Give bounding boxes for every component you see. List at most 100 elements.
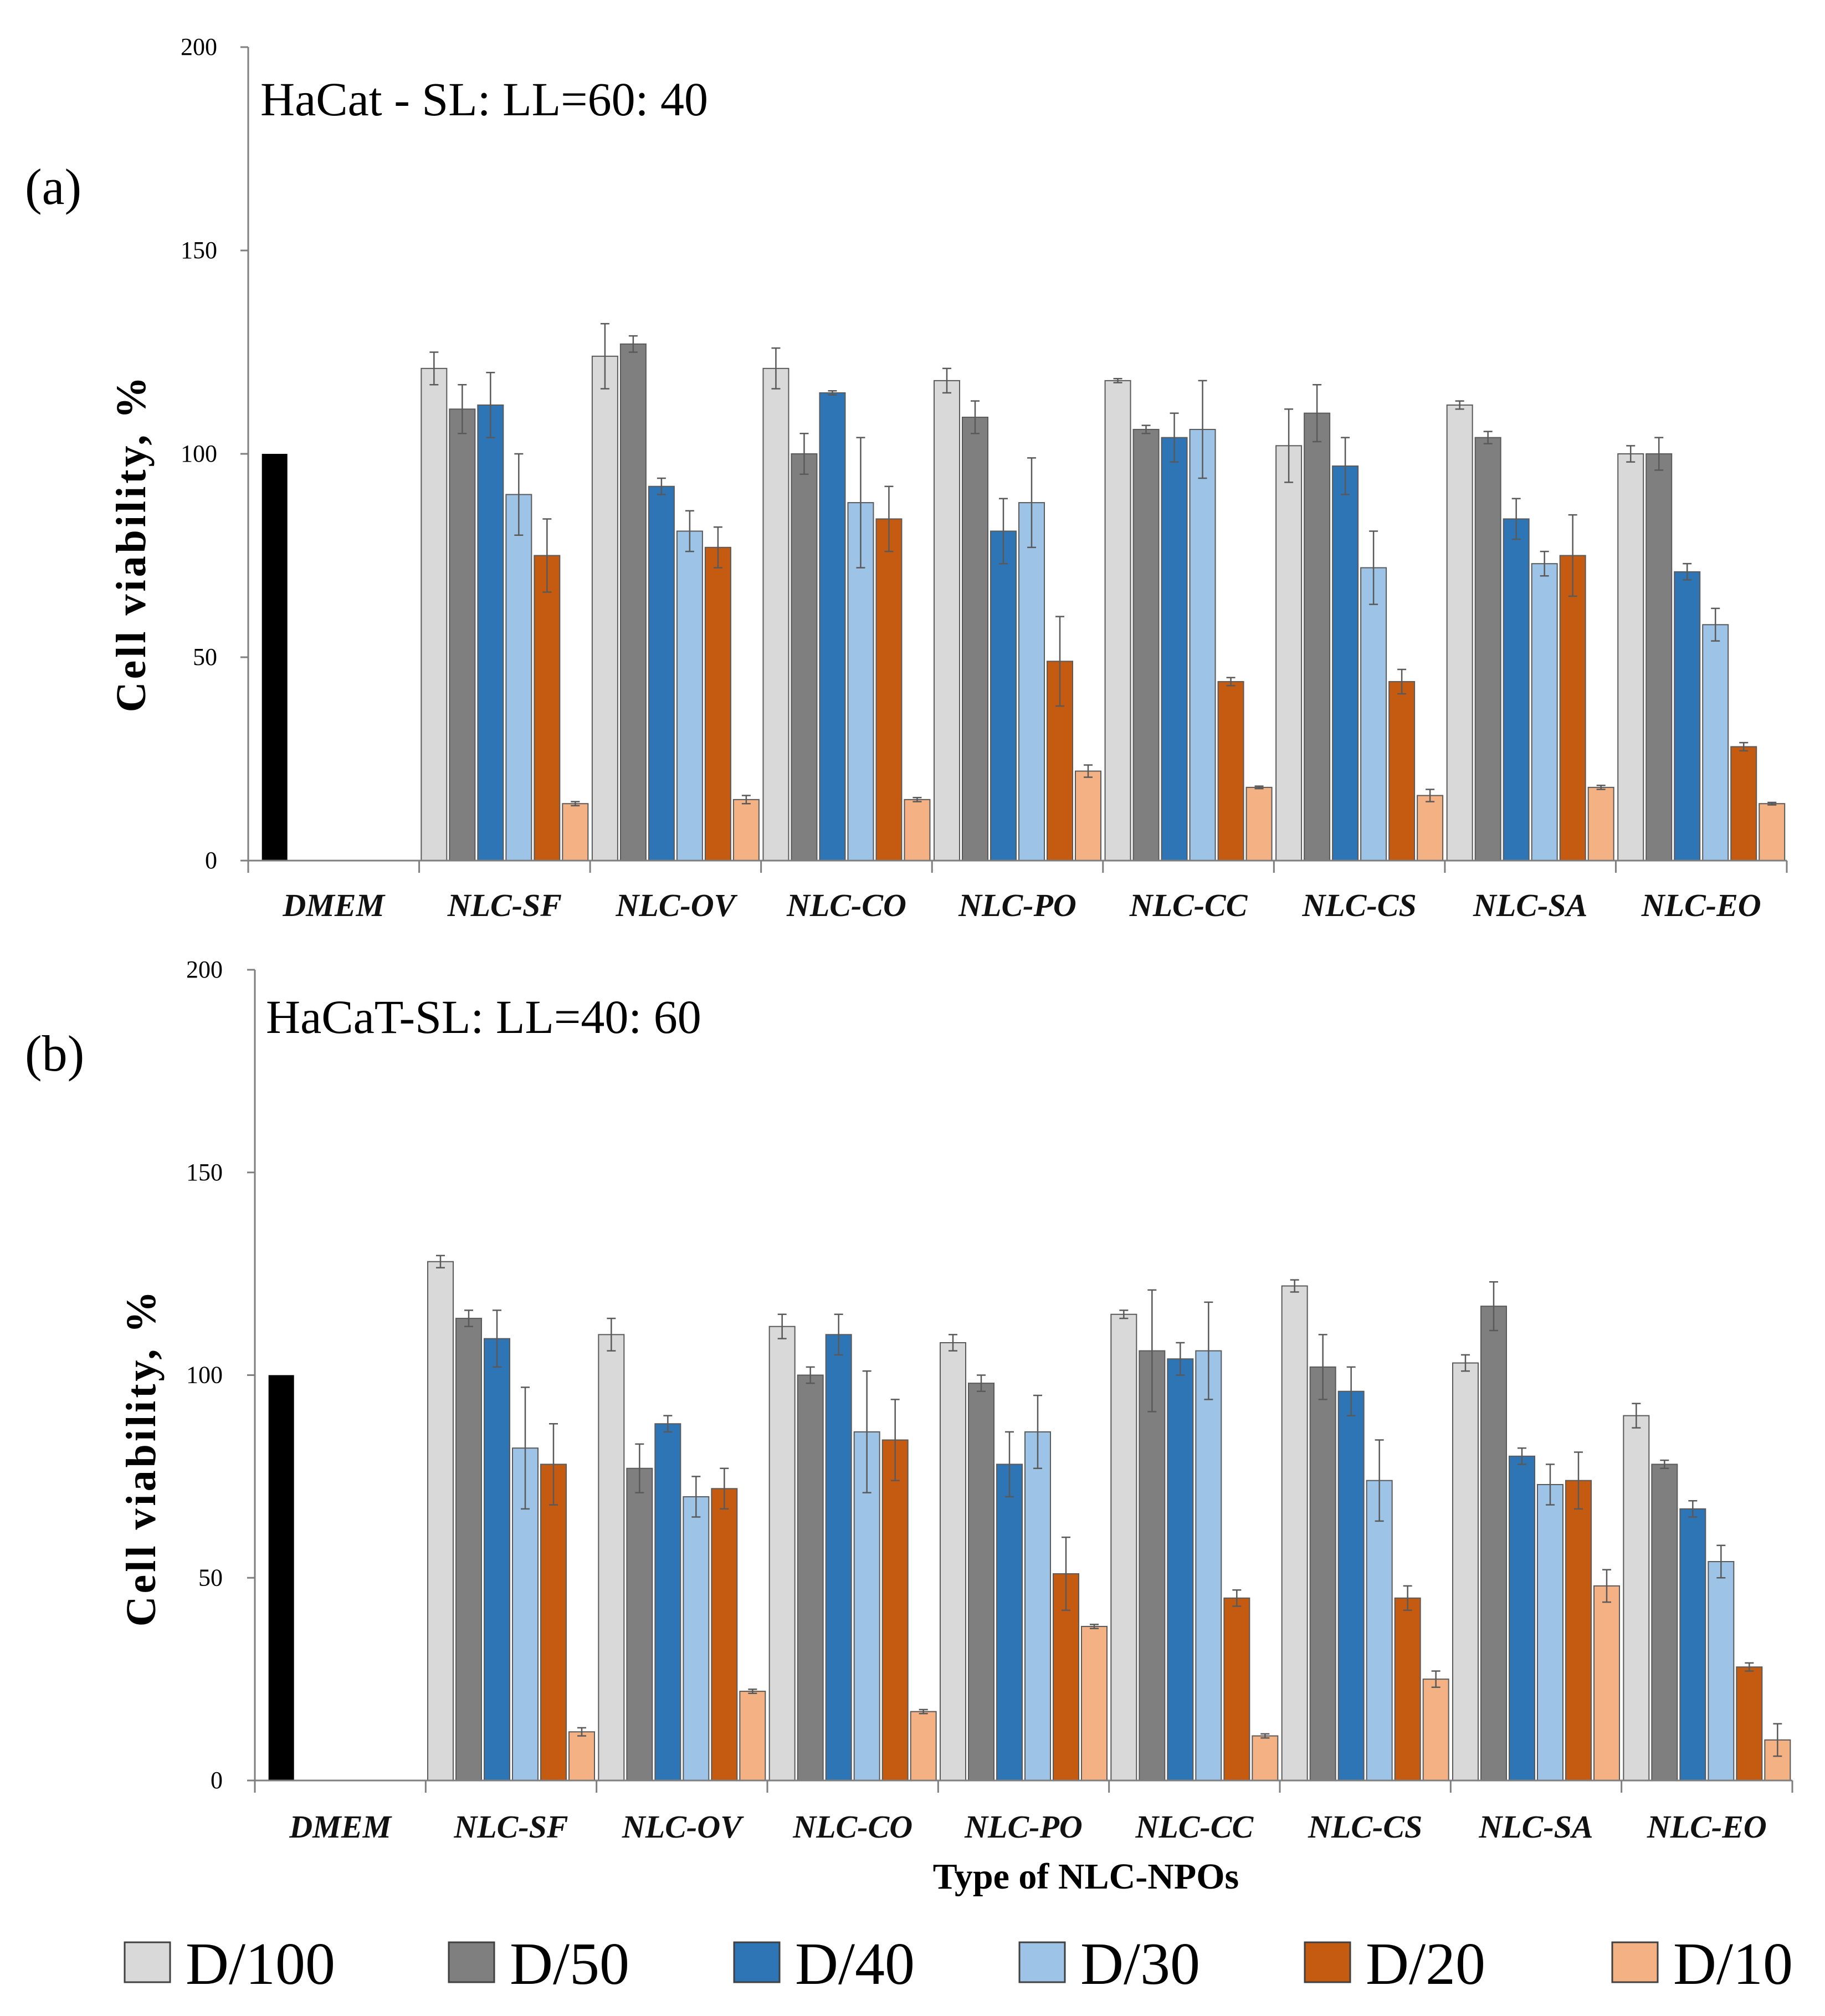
bar-d-50 <box>1309 1366 1336 1782</box>
y-tick-label: 150 <box>186 1159 223 1186</box>
legend-label: D/100 <box>186 1931 335 1997</box>
x-category-label: NLC-SA <box>1478 1809 1593 1845</box>
bar-d-40 <box>477 404 504 861</box>
y-tick-label: 200 <box>186 956 223 983</box>
bar-d-10 <box>1764 1739 1791 1782</box>
bar-d-30 <box>1360 567 1387 861</box>
bar-d-100 <box>1275 445 1303 861</box>
panel-a-category-labels: DMEM NLC-SF NLC-OV NLC-CO NLC-PO NLC-CC NLC-CS… <box>282 887 1761 923</box>
x-category-label: NLC-CC <box>1129 887 1248 923</box>
bar-d-100 <box>427 1261 454 1781</box>
bar-d-40 <box>1332 465 1359 861</box>
x-category-label: NLC-EO <box>1641 887 1761 923</box>
bar-d-10 <box>1252 1735 1279 1781</box>
bar-d-20 <box>881 1439 909 1782</box>
bar-d-40 <box>1503 518 1530 861</box>
x-category-label: NLC-EO <box>1647 1809 1767 1845</box>
legend-swatch-d-40 <box>733 1941 781 1983</box>
y-tick-label: 0 <box>205 847 217 874</box>
bar-d-10 <box>568 1731 595 1781</box>
panel-b-category-labels: DMEM NLC-SF NLC-OV NLC-CO NLC-PO NLC-CC NLC-CS… <box>289 1809 1766 1845</box>
bar-d-50 <box>1139 1350 1166 1782</box>
bar-d-20 <box>711 1488 738 1782</box>
x-category-label: NLC-PO <box>958 887 1076 923</box>
x-category-label: NLC-SA <box>1473 887 1587 923</box>
bar-d-50 <box>968 1383 994 1781</box>
bar-d-50 <box>797 1374 824 1781</box>
bar-d-50 <box>962 416 988 861</box>
bar-d-20 <box>1730 746 1757 861</box>
bar-d-50 <box>1651 1464 1678 1781</box>
legend-swatch-d-50 <box>448 1941 495 1983</box>
bar-d-10 <box>904 799 931 862</box>
bar-d-100 <box>1281 1285 1308 1782</box>
bar-d-40 <box>990 530 1017 861</box>
panel-b-y-axis-label: Cell viability, % <box>118 1288 165 1627</box>
bar-d-100 <box>1104 380 1131 861</box>
x-category-label: DMEM <box>282 887 386 923</box>
x-category-label: NLC-SF <box>453 1809 568 1845</box>
x-category-label: NLC-CO <box>786 887 906 923</box>
bar-d-30 <box>1018 502 1045 861</box>
bar-d-100 <box>421 367 448 861</box>
y-tick-label: 100 <box>186 1362 223 1389</box>
bar-d-100 <box>1446 404 1473 861</box>
bar-d-50 <box>1132 428 1160 861</box>
bar-d-100 <box>598 1334 625 1782</box>
bar-d-40 <box>996 1464 1023 1781</box>
panel-b-title: HaCaT-SL: LL=40: 60 <box>266 990 701 1043</box>
bar-d-10 <box>1759 803 1786 861</box>
x-category-label: NLC-CO <box>792 1809 912 1845</box>
legend-label: D/50 <box>510 1931 629 1997</box>
y-tick-label: 50 <box>198 1564 223 1591</box>
bar-d-100 <box>1110 1313 1137 1781</box>
x-category-label: NLC-PO <box>964 1809 1083 1845</box>
bar-d-30 <box>1195 1350 1222 1782</box>
bar-d-50 <box>626 1467 653 1782</box>
bar-d-20 <box>875 518 903 861</box>
bar-dmem-control <box>268 1375 294 1780</box>
bar-d-10 <box>732 799 760 862</box>
bar-d-30 <box>1024 1431 1051 1781</box>
bar-d-40 <box>1674 571 1701 861</box>
bar-d-100 <box>768 1326 796 1781</box>
y-tick-label: 50 <box>193 643 217 671</box>
bar-d-10 <box>1422 1679 1449 1781</box>
bar-d-40 <box>654 1423 681 1781</box>
panel-a: (a) HaCat - SL: LL=60: 40 Cell viability… <box>25 33 1788 923</box>
bar-d-20 <box>1736 1666 1763 1781</box>
bar-d-40 <box>648 485 675 861</box>
legend-label: D/20 <box>1366 1931 1485 1997</box>
bar-d-40 <box>484 1338 510 1782</box>
bar-d-10 <box>1245 786 1273 861</box>
legend-label: D/30 <box>1080 1931 1200 1997</box>
bar-d-100 <box>762 367 790 861</box>
x-category-label: NLC-OV <box>615 887 737 923</box>
y-tick-label: 0 <box>211 1767 223 1794</box>
x-category-label: NLC-CC <box>1135 1809 1254 1845</box>
panel-a-label: (a) <box>25 158 81 215</box>
panel-b-label: (b) <box>25 1025 84 1082</box>
bar-d-40 <box>825 1334 852 1782</box>
x-category-label: NLC-CS <box>1301 887 1416 923</box>
y-tick-label: 200 <box>181 33 217 60</box>
y-tick-label: 150 <box>181 237 217 264</box>
bar-d-50 <box>455 1318 482 1782</box>
bar-d-100 <box>1452 1362 1479 1781</box>
bar-d-10 <box>910 1711 937 1782</box>
bar-d-20 <box>704 546 731 861</box>
bar-d-30 <box>1531 563 1558 861</box>
bar-d-20 <box>540 1464 567 1781</box>
x-category-label: NLC-CS <box>1308 1809 1422 1845</box>
bar-d-100 <box>934 380 960 861</box>
bar-d-30 <box>505 494 532 861</box>
bar-d-20 <box>1394 1597 1421 1781</box>
panel-b: (b) HaCaT-SL: LL=40: 60 Cell viability, … <box>25 956 1793 1897</box>
x-axis-title: Type of NLC-NPOs <box>933 1856 1239 1897</box>
panel-b-axes <box>254 970 1793 1793</box>
bar-d-30 <box>1702 624 1729 862</box>
legend: D/100 D/50 D/40 D/30 D/20 D/10 <box>124 1931 1793 1997</box>
bar-d-10 <box>1081 1626 1108 1782</box>
bar-dmem-control <box>262 454 288 861</box>
bar-d-10 <box>1593 1585 1620 1781</box>
